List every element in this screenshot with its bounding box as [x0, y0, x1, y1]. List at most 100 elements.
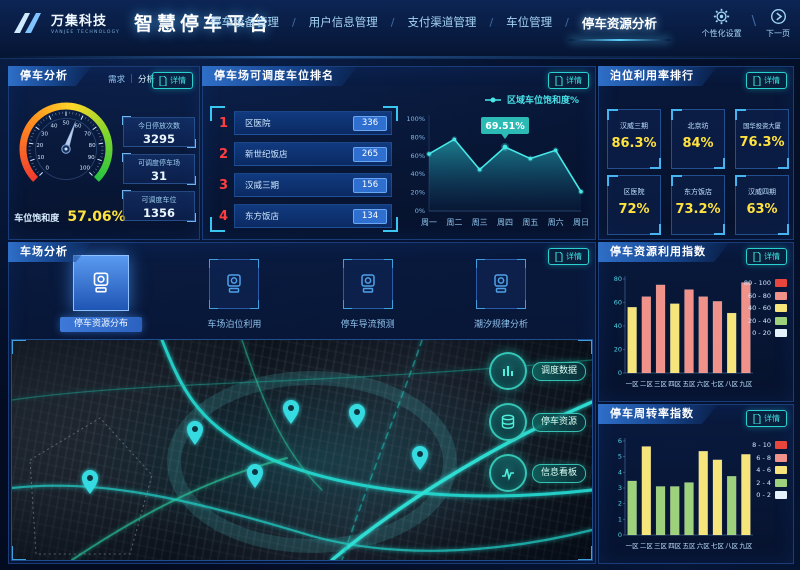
detail-label: 详情: [764, 252, 780, 261]
detail-button[interactable]: 详情: [746, 72, 787, 89]
bar-四区: [670, 303, 680, 374]
info-board-button[interactable]: 信息看板: [488, 454, 586, 492]
panel-resource-utilization-index: 停车资源利用指数 详情 0 20 40 60 80 一区 二区 三区 四区 五区 六区 七区 八区 九区 …: [598, 242, 794, 402]
map-roads-layer: [12, 340, 592, 560]
nav-item-resource-analysis[interactable]: 停车资源分析: [568, 13, 670, 41]
svg-text:30: 30: [41, 131, 48, 137]
rank-name: 汉威三期: [245, 181, 280, 191]
bar-二区: [641, 446, 652, 536]
detail-button[interactable]: 详情: [152, 72, 193, 89]
svg-text:八区: 八区: [725, 380, 739, 388]
svg-text:1: 1: [618, 515, 622, 523]
detail-button[interactable]: 详情: [746, 248, 787, 265]
nav-item-user-info-mgmt[interactable]: 用户信息管理: [308, 15, 378, 29]
svg-text:周四: 周四: [497, 218, 513, 227]
parking-resource-button[interactable]: 停车资源: [488, 403, 586, 441]
svg-text:周六: 周六: [548, 217, 564, 227]
nav-separator: /: [565, 15, 569, 29]
svg-text:五区: 五区: [683, 542, 697, 550]
legend-item: 6 - 8: [756, 453, 787, 462]
detail-button[interactable]: 详情: [746, 410, 787, 427]
legend-item: 80 - 100: [744, 279, 787, 287]
gauge-arc: [19, 102, 113, 182]
svg-text:20: 20: [614, 346, 622, 354]
svg-text:0: 0: [46, 166, 50, 172]
rank-name: 东方饭店: [245, 212, 280, 222]
svg-text:100: 100: [79, 166, 90, 172]
svg-text:40: 40: [614, 322, 622, 330]
actions-separator: \: [751, 14, 756, 29]
bar-chart-icon: [502, 366, 513, 376]
legend-item: 2 - 4: [756, 478, 787, 487]
rank-value: 336: [353, 115, 387, 131]
nav-item-device-mgmt[interactable]: 停车设备管理: [210, 15, 279, 29]
rank-value: 265: [353, 146, 387, 162]
legend-swatch: [775, 279, 787, 287]
chart-tooltip: 69.51%: [481, 117, 529, 140]
svg-text:20%: 20%: [411, 189, 425, 197]
logo-subtitle: VANJEE TECHNOLOGY: [51, 30, 121, 35]
tab-parking-guidance-forecast[interactable]: 停车导流预测: [318, 255, 418, 339]
panel-lot-analysis: 车场分析 详情 停车资源分布: [8, 242, 596, 564]
bar-四区: [670, 486, 680, 536]
top-header: 万集科技 VANJEE TECHNOLOGY 智慧停车平台 停车设备管理 / 用…: [0, 0, 800, 59]
svg-text:三区: 三区: [654, 542, 668, 550]
nav-item-space-mgmt[interactable]: 车位管理: [506, 15, 553, 29]
svg-text:20: 20: [36, 143, 43, 149]
rank-name: 区医院: [245, 119, 271, 129]
bars: [627, 282, 751, 374]
svg-text:四区: 四区: [668, 542, 682, 550]
svg-text:0%: 0%: [415, 207, 425, 215]
bar-五区: [684, 482, 694, 536]
detail-button[interactable]: 详情: [548, 72, 589, 89]
nav-item-payment-mgmt[interactable]: 支付渠道管理: [407, 15, 477, 29]
city-parking-map: 调度数据 停车资源: [11, 339, 593, 561]
toggle-demand[interactable]: 需求: [108, 75, 126, 85]
parking-meter-icon: [360, 274, 375, 293]
ranking-list: 1 区医院 336 2 新世纪饭店 265 3 汉威三期 156: [210, 106, 398, 232]
logo-icon: [14, 12, 41, 33]
tab-parking-resource-distribution[interactable]: 停车资源分布: [51, 255, 151, 339]
svg-text:六区: 六区: [697, 541, 711, 550]
document-icon: [753, 413, 761, 424]
toggle-analysis[interactable]: 分析: [137, 75, 155, 85]
map-pins: [82, 400, 428, 494]
svg-text:80%: 80%: [411, 133, 425, 141]
personal-settings-button[interactable]: 个性化设置: [702, 8, 742, 39]
bar-三区: [655, 284, 666, 374]
berth-card-3: 国华投资大厦 76.3%: [735, 109, 789, 169]
rank-value: 134: [353, 208, 387, 224]
gauge-caption: 车位饱和度 57.06%: [9, 206, 131, 225]
detail-label: 详情: [764, 76, 780, 85]
bar-九区: [741, 454, 751, 536]
bar-九区: [741, 282, 751, 374]
bar-二区: [641, 296, 652, 374]
detail-button[interactable]: 详情: [548, 248, 589, 265]
svg-text:70: 70: [84, 131, 91, 137]
bar-六区: [698, 450, 708, 536]
svg-text:50: 50: [63, 121, 70, 127]
svg-text:40: 40: [50, 123, 57, 129]
svg-text:6: 6: [618, 437, 622, 445]
next-page-button[interactable]: 下一页: [766, 8, 790, 39]
document-icon: [555, 251, 563, 262]
panel-turnover-index: 停车周转率指数 详情 0 1 2 3 4 5 6 一区 二区 三区 四区 五区 六区 七区 八区 九区 8 -…: [598, 404, 794, 564]
legend-swatch: [775, 329, 787, 337]
personal-settings-label: 个性化设置: [701, 29, 742, 38]
svg-text:0: 0: [618, 369, 622, 377]
dispatch-data-button[interactable]: 调度数据: [488, 352, 586, 390]
legend-item: 40 - 60: [748, 304, 787, 312]
toggle-divider: |: [130, 74, 133, 84]
legend-item: 8 - 10: [752, 441, 787, 449]
gauge-caption-label: 车位饱和度: [14, 214, 60, 224]
tab-lot-berth-utilization[interactable]: 车场泊位利用: [184, 255, 284, 339]
bar-一区: [627, 307, 637, 374]
chart-legend: 区域车位饱和度%: [485, 94, 579, 106]
svg-text:七区: 七区: [711, 541, 725, 550]
map-radar-ring: [167, 371, 457, 553]
bars: [627, 446, 751, 536]
tab-tidal-pattern-analysis[interactable]: 潮汐规律分析: [451, 255, 551, 339]
stat-today-parkings: 今日停放次数 3295: [122, 116, 196, 148]
bar-八区: [726, 312, 737, 374]
